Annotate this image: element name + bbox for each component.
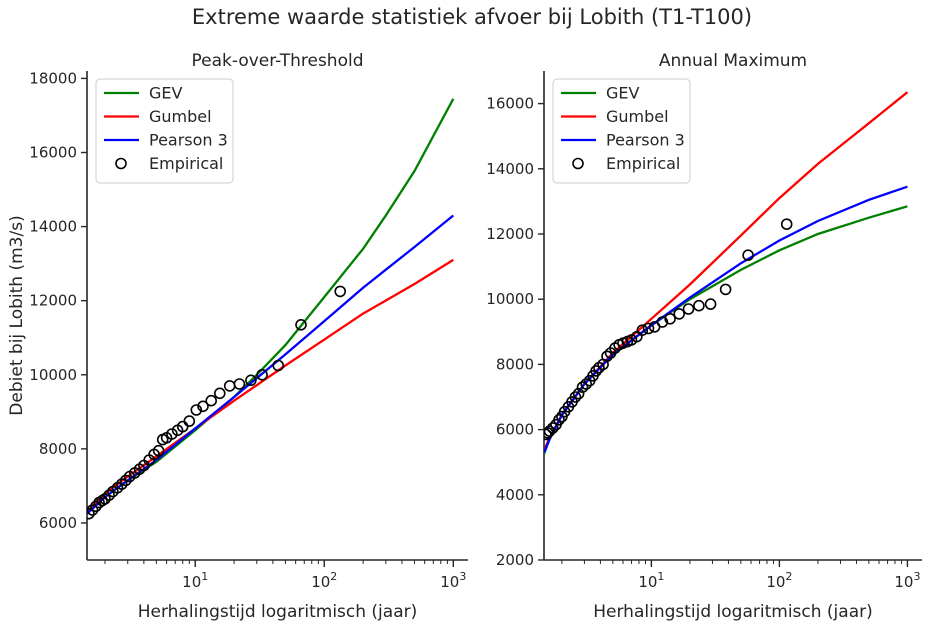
legend-label-gumbel: Gumbel <box>606 107 669 126</box>
legend-label-pearson-3: Pearson 3 <box>606 131 685 150</box>
empirical-point <box>334 285 347 298</box>
empirical-point <box>166 428 178 440</box>
x-tick-label: 102 <box>311 570 337 591</box>
legend-label-gev: GEV <box>606 84 640 103</box>
empirical-point <box>546 422 559 434</box>
empirical-point <box>544 428 552 441</box>
empirical-point <box>673 308 686 320</box>
y-tick-label: 6000 <box>496 421 534 439</box>
empirical-point <box>742 249 754 261</box>
empirical-point <box>256 368 268 381</box>
empirical-point <box>704 298 717 310</box>
x-tick-label: 103 <box>440 570 466 591</box>
chart-title: Annual Maximum <box>659 51 807 71</box>
empirical-point <box>116 478 128 490</box>
legend-swatch-empirical <box>572 157 584 170</box>
empirical-point <box>544 425 556 437</box>
y-tick-label: 8000 <box>496 355 534 373</box>
empirical-point <box>576 381 589 394</box>
legend: GEV Gumbel Pearson 3 Empirical <box>552 78 691 184</box>
y-tick-label: 12000 <box>29 292 77 310</box>
figure-suptitle: Extreme waarde statistiek afvoer bij Lob… <box>192 5 752 29</box>
empirical-point <box>152 444 165 457</box>
empirical-point <box>245 374 257 387</box>
empirical-point <box>572 387 585 400</box>
y-tick-label: 14000 <box>486 160 534 178</box>
empirical-point <box>590 365 602 377</box>
empirical-point <box>197 400 209 413</box>
empirical-point <box>682 303 695 315</box>
series-line-gumbel <box>87 258 454 513</box>
y-tick-label: 16000 <box>486 95 534 113</box>
plot-area <box>544 91 909 455</box>
y-tick-label: 2000 <box>496 551 534 569</box>
x-axis-label: Herhalingstijd logaritmisch (jaar) <box>138 602 418 622</box>
plot-area <box>87 98 455 520</box>
y-tick-label: 6000 <box>39 514 77 532</box>
y-tick-label: 16000 <box>29 144 77 162</box>
empirical-point <box>295 318 307 331</box>
x-axis-label: Herhalingstijd logaritmisch (jaar) <box>593 602 873 622</box>
empirical-point <box>223 380 236 392</box>
empirical-point <box>87 507 95 520</box>
empirical-point <box>272 359 285 372</box>
empirical-point <box>580 378 593 390</box>
series-line-pearson-3 <box>87 214 455 515</box>
empirical-point <box>214 387 226 400</box>
legend: GEV Gumbel Pearson 3 Empirical <box>95 78 234 184</box>
series-line-gev <box>544 205 908 455</box>
empirical-point <box>183 415 196 427</box>
empirical-point <box>719 283 732 296</box>
panel-peak-over-threshold: Peak-over-Threshold 6000 8000 10000 12000 140… <box>7 51 468 622</box>
empirical-point <box>120 474 132 487</box>
y-tick-label: 10000 <box>29 366 77 384</box>
legend-box <box>95 78 234 184</box>
legend-label-empirical: Empirical <box>606 154 680 173</box>
x-tick-label: 101 <box>638 570 664 591</box>
empirical-point <box>87 504 99 516</box>
y-axis-label: Debiet bij Lobith (m3/s) <box>7 215 27 415</box>
panel-annual-maximum: Annual Maximum 2000 4000 6000 8000 10000 12000… <box>486 51 922 622</box>
empirical-point <box>780 218 793 230</box>
empirical-point <box>205 394 217 407</box>
y-tick-label: 8000 <box>39 440 77 458</box>
y-tick-label: 10000 <box>486 290 534 308</box>
y-tick-label: 12000 <box>486 225 534 243</box>
legend-label-pearson-3: Pearson 3 <box>149 131 228 150</box>
y-tick-label: 14000 <box>29 218 77 236</box>
empirical-point <box>103 489 115 502</box>
chart-title: Peak-over-Threshold <box>192 51 364 71</box>
x-tick-label: 102 <box>766 570 792 591</box>
x-tick-label: 101 <box>182 570 208 591</box>
legend-label-gumbel: Gumbel <box>149 107 212 126</box>
empirical-point <box>233 378 246 390</box>
y-tick-label: 4000 <box>496 486 534 504</box>
empirical-point <box>693 299 705 312</box>
legend-box <box>552 78 691 184</box>
series-line-pearson-3 <box>544 185 908 453</box>
empirical-point <box>553 413 565 426</box>
empirical-point <box>569 391 582 403</box>
empirical-point <box>636 324 649 337</box>
x-tick-label: 103 <box>894 570 920 591</box>
empirical-point <box>601 350 613 363</box>
empirical-point <box>656 316 669 328</box>
empirical-point <box>190 404 203 416</box>
legend-label-empirical: Empirical <box>149 154 223 173</box>
empirical-point <box>642 322 655 335</box>
empirical-point <box>664 312 676 325</box>
legend-label-gev: GEV <box>149 84 183 103</box>
legend-swatch-empirical <box>115 157 127 170</box>
y-tick-label: 18000 <box>29 69 77 87</box>
